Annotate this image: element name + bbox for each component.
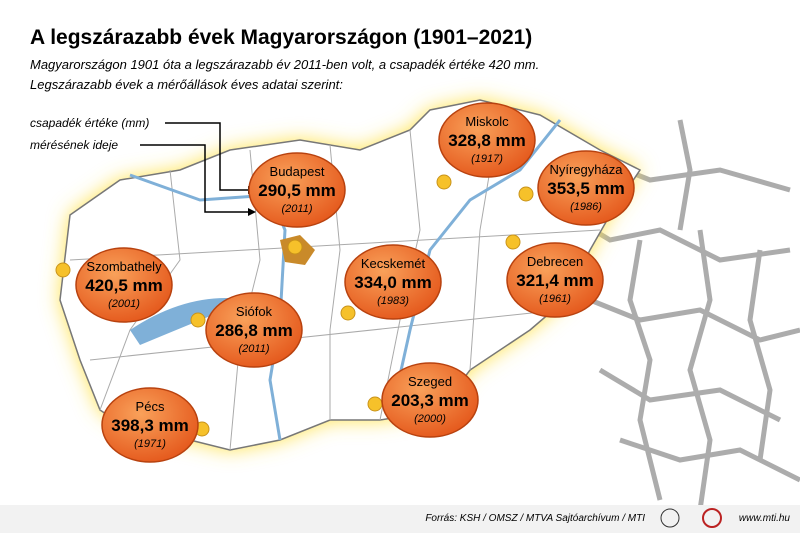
city-dot — [55, 262, 71, 278]
city-value: 203,3 mm — [391, 391, 469, 410]
city-value: 286,8 mm — [215, 321, 293, 340]
city-bubble — [205, 292, 303, 368]
city-name: Budapest — [270, 164, 325, 179]
subtitle: Magyarországon 1901 óta a legszárazabb é… — [30, 57, 539, 72]
city-name: Szeged — [408, 374, 452, 389]
city-year: (2000) — [414, 413, 446, 425]
city-value: 353,5 mm — [547, 179, 625, 198]
city-dot — [367, 396, 383, 412]
legend-arrows — [140, 122, 248, 213]
city-value: 334,0 mm — [354, 273, 432, 292]
legend-label: csapadék értéke (mm) — [30, 116, 149, 130]
city-name: Siófok — [236, 304, 273, 319]
city-dot — [436, 174, 452, 190]
city-name: Nyíregyháza — [550, 162, 624, 177]
city-value: 290,5 mm — [258, 181, 336, 200]
city-value: 420,5 mm — [85, 276, 163, 295]
city-year: (1986) — [570, 201, 602, 213]
city-year: (2011) — [282, 203, 313, 215]
city-bubble — [344, 244, 442, 320]
city-year: (1917) — [471, 153, 503, 165]
city-year: (1971) — [134, 438, 166, 450]
city-year: (2011) — [239, 343, 270, 355]
city-bubble — [381, 362, 479, 438]
subtitle: Legszárazabb évek a mérőállások éves ada… — [30, 77, 343, 92]
cities: Budapest 290,5 mm (2011) Miskolc 328,8 mm (19… — [55, 102, 635, 463]
city-value: 321,4 mm — [516, 271, 594, 290]
footer-bar — [0, 505, 800, 533]
city-name: Kecskemét — [361, 256, 426, 271]
city-dot — [340, 305, 356, 321]
logo — [660, 508, 680, 528]
city-name: Miskolc — [465, 114, 509, 129]
city-year: (1961) — [539, 293, 571, 305]
city-bubble — [248, 152, 346, 228]
city-year: (2001) — [108, 298, 140, 310]
city-value: 398,3 mm — [111, 416, 189, 435]
city-name: Pécs — [136, 399, 165, 414]
city-bubble — [537, 150, 635, 226]
city-bubble — [75, 247, 173, 323]
city-dot — [287, 239, 303, 255]
logo — [702, 508, 722, 528]
title: A legszárazabb évek Magyarországon (1901… — [30, 26, 532, 49]
city-year: (1983) — [377, 295, 409, 307]
city-name: Szombathely — [86, 259, 162, 274]
city-dot — [190, 312, 206, 328]
city-value: 328,8 mm — [448, 131, 526, 150]
website: www.mti.hu — [739, 513, 791, 524]
city-bubble — [506, 242, 604, 318]
source: Forrás: KSH / OMSZ / MTVA Sajtóarchívum … — [425, 513, 645, 524]
city-dot — [505, 234, 521, 250]
city-dot — [518, 186, 534, 202]
city-bubble — [438, 102, 536, 178]
legend-label: mérésének ideje — [30, 138, 118, 152]
city-name: Debrecen — [527, 254, 583, 269]
city-bubble — [101, 387, 199, 463]
